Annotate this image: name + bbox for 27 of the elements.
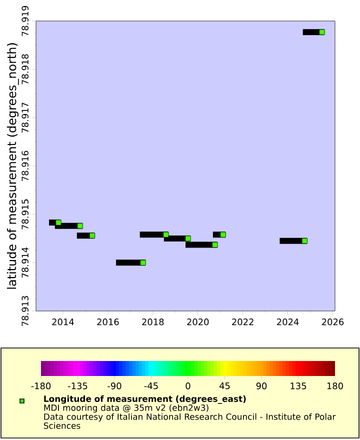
x-tick-label: 2014: [52, 318, 74, 326]
x-tick-label: 2020: [187, 318, 209, 326]
color-bar-label: -180: [31, 382, 51, 390]
color-bar-label: 90: [256, 382, 267, 390]
color-bar-label: 135: [290, 382, 306, 390]
color-bar-label: -45: [144, 382, 158, 390]
x-tick-label: 2016: [97, 318, 119, 326]
text: Data courtesy of Italian National Research Council - Institute of Polar Sciences: [44, 413, 336, 429]
color-bar-label: 45: [219, 382, 230, 390]
color-bar-label: 180: [327, 382, 343, 390]
color-bar-label: -135: [68, 382, 88, 390]
y-tick-label: 78.917: [22, 102, 28, 133]
color-bar-label: 0: [186, 382, 190, 390]
y-axis-title: latitude of measurement (degrees_north): [6, 43, 19, 289]
y-tick-label: 78.915: [22, 199, 28, 230]
x-tick-label: 2026: [322, 318, 344, 326]
color-bar-label: -90: [108, 382, 122, 390]
x-tick-label: 2022: [232, 318, 254, 326]
y-tick-label: 78.919: [22, 6, 28, 36]
x-tick-label: 2018: [142, 318, 164, 326]
y-tick-label: 78.913: [22, 296, 28, 326]
y-tick-label: 78.914: [22, 247, 28, 278]
y-tick-label: 78.916: [22, 150, 28, 181]
color-bar-title: Longitude of measurement (degrees_east): [44, 395, 246, 404]
x-tick-label: 2024: [277, 318, 299, 326]
text: MDI mooring data @ 35m v2 (ebn2w3): [44, 404, 208, 413]
y-tick-label: 78.918: [22, 54, 28, 84]
